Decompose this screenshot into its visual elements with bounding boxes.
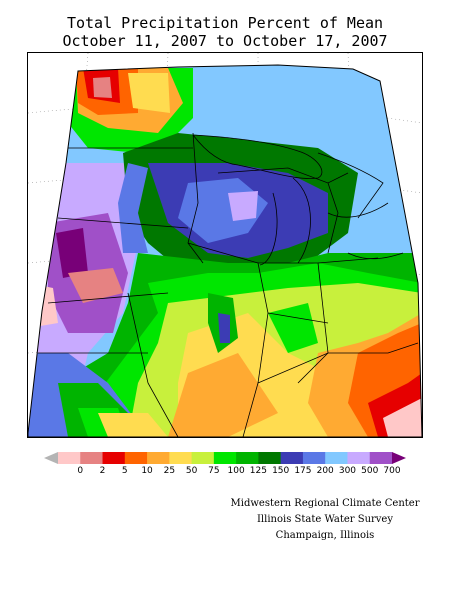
precipitation-map — [27, 52, 423, 438]
legend-label: 0 — [77, 466, 84, 476]
legend-label: 10 — [141, 466, 153, 476]
precipitation-fields — [28, 65, 422, 437]
legend-swatch-min — [44, 452, 58, 464]
legend-swatch — [280, 452, 304, 464]
legend-label: 50 — [185, 466, 198, 476]
map-title-line2: October 11, 2007 to October 17, 2007 — [62, 32, 388, 50]
legend-label: 100 — [227, 466, 245, 476]
great-lakes — [192, 134, 404, 260]
legend-swatch-max — [392, 452, 406, 464]
region-boundary — [28, 64, 422, 437]
legend-swatch — [347, 452, 371, 464]
legend-swatch — [302, 452, 326, 464]
legend-label: 700 — [383, 466, 401, 476]
legend-swatch — [213, 452, 237, 464]
map-canvas — [28, 53, 422, 437]
legend-swatch — [258, 452, 282, 464]
credit-line1: Midwestern Regional Climate Center — [230, 498, 420, 509]
legend-swatch — [147, 452, 170, 464]
legend-swatch — [58, 452, 81, 464]
state-boundaries — [38, 132, 419, 437]
legend-label: 200 — [316, 466, 334, 476]
legend-label: 125 — [249, 466, 267, 476]
legend-label: 500 — [361, 466, 379, 476]
credit-line3: Champaign, Illinois — [275, 530, 375, 541]
legend-label: 5 — [121, 466, 128, 476]
map-title-line1: Total Precipitation Percent of Mean — [66, 14, 384, 32]
legend-label: 25 — [163, 466, 176, 476]
legend-swatch — [102, 452, 126, 464]
legend-label: 2 — [99, 466, 106, 476]
legend-label: 175 — [294, 466, 312, 476]
legend-swatch — [325, 452, 348, 464]
legend-label: 300 — [338, 466, 357, 476]
legend-swatch — [236, 452, 259, 464]
legend-swatch — [369, 452, 393, 464]
color-legend — [44, 452, 406, 464]
legend-label: 75 — [208, 466, 220, 476]
legend-swatch — [169, 452, 193, 464]
legend-label: 150 — [272, 466, 290, 476]
legend-swatch — [80, 452, 104, 464]
credit-line2: Illinois State Water Survey — [256, 514, 393, 525]
legend-swatch — [124, 452, 148, 464]
legend-swatch — [191, 452, 215, 464]
